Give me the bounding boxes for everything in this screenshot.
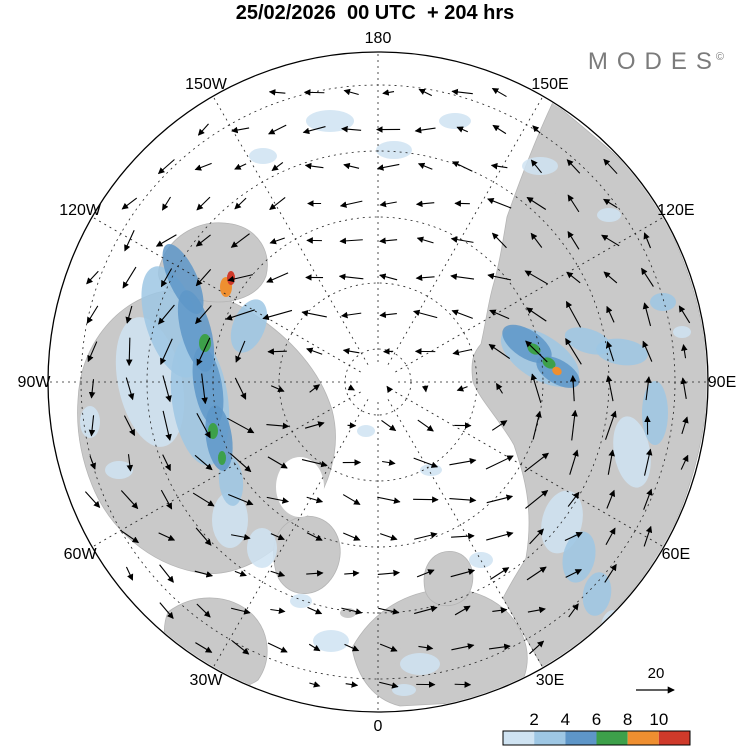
colorbar-tick-8: 8 [623,710,632,729]
colorbar-tick-2: 2 [529,710,538,729]
colorbar-tick-10: 10 [649,710,668,729]
colorbar-tick-4: 4 [561,710,570,729]
modes-logo: MODES© [588,48,724,76]
modes-logo-text: MODES [587,48,721,75]
reference-vector: 20 [636,665,675,694]
lon-label-30W: 30W [190,672,224,689]
colorbar-tick-6: 6 [592,710,601,729]
copyright-mark: © [715,51,724,63]
lon-label-150E: 150E [531,76,568,93]
lon-label-60E: 60E [662,546,690,563]
lon-label-60W: 60W [64,546,98,563]
lon-label-0: 0 [374,718,383,735]
chart-title: 25/02/2026 00 UTC + 204 hrs [235,2,515,24]
lon-label-150W: 150W [185,76,228,93]
colorbar: 2 4 6 8 10 [502,710,691,746]
shading-layer [80,110,691,696]
reference-vector-label: 20 [648,665,665,682]
wind-arrows-layer [84,87,691,689]
lon-label-120E: 120E [657,202,694,219]
lon-label-90W: 90W [18,374,52,391]
lon-label-120W: 120W [59,202,102,219]
map-boundary-circle [47,51,709,713]
longitude-labels: 180 150E 120E 90E 60E 30E 0 30W 60W 90W 120W 150W [18,30,737,735]
lon-label-180: 180 [365,30,392,47]
lon-label-30E: 30E [536,672,564,689]
lon-label-90E: 90E [708,374,736,391]
